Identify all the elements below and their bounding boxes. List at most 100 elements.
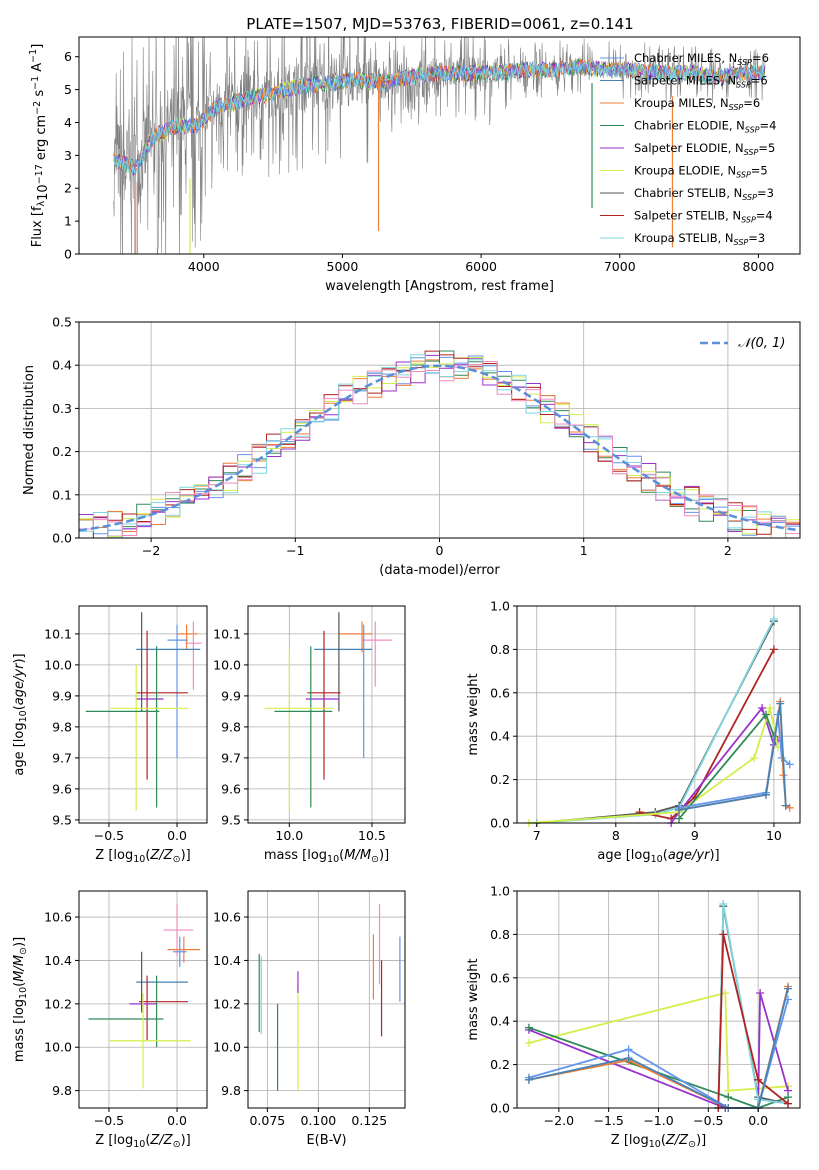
weight-marker (750, 753, 759, 762)
weight-marker (785, 760, 794, 769)
normal-curve (79, 364, 800, 532)
x-tick-label: −2 (142, 543, 160, 558)
y-tick-label: 0.8 (490, 642, 510, 657)
weight-marker (769, 645, 778, 654)
y-tick-label: 10.0 (213, 657, 241, 672)
weight-marker (719, 900, 728, 909)
x-tick-label: 10.5 (358, 828, 386, 843)
x-axis-label: Z [log10(Z/Z⊙)] (95, 1133, 190, 1150)
weight-marker (754, 1075, 763, 1084)
x-axis-label: mass [log10(M/M⊙)] (264, 848, 389, 865)
weight-line (717, 934, 789, 1109)
weight-marker (675, 814, 684, 823)
mass-vs-Z-panel: −0.5 0.0 9.8 10.0 10.2 10.4 10.6 Z [log10(Z/Z⊙)… (12, 890, 208, 1150)
y-axis-label: Flux [fλ10−17 erg cm−2 s−1 A−1] (28, 44, 51, 248)
weight-marker (762, 790, 771, 799)
legend-entry: Chabrier ELODIE, NSSP=4 (634, 119, 776, 135)
spectrum-legend: Chabrier MILES, NSSP=6 Salpeter MILES, NS… (600, 51, 776, 247)
weight-marker (624, 1045, 633, 1054)
y-tick-label: 0.1 (52, 487, 72, 502)
weight-marker (675, 805, 684, 814)
x-tick-label: 8 (612, 828, 620, 843)
y-tick-label: 10.4 (44, 953, 72, 968)
y-tick-label: 5 (64, 82, 72, 97)
y-tick-label: 9.8 (221, 719, 241, 734)
y-tick-label: 10.0 (44, 1040, 72, 1055)
weight-marker (762, 710, 771, 719)
weight-line (678, 703, 787, 811)
age-vs-Z-panel: −0.5 0.0 9.5 9.6 9.7 9.8 9.9 10.0 10.1 Z [log10(Z… (12, 605, 208, 865)
x-tick-label: 0 (436, 543, 444, 558)
mass-vs-EBV-panel: 0.075 0.100 0.125 9.8 10.0 10.2 10.4 10.6 E(B-V) (213, 890, 406, 1148)
x-tick-label: 0.100 (300, 1113, 336, 1128)
y-axis-label: mass weight (466, 958, 481, 1040)
x-tick-label: 1 (580, 543, 588, 558)
y-tick-label: 0.2 (490, 1057, 510, 1072)
y-axis-label: mass [log10(M/M⊙)] (12, 937, 29, 1062)
legend-entry: Chabrier MILES, NSSP=6 (634, 51, 769, 67)
y-tick-label: 9.5 (52, 812, 72, 827)
y-tick-label: 0.2 (52, 444, 72, 459)
x-tick-label: 7000 (604, 259, 636, 274)
y-tick-label: 0.0 (490, 1101, 510, 1116)
x-axis-label: Z [log10(Z/Z⊙)] (95, 848, 190, 865)
weight-marker (784, 984, 793, 993)
axes-frame (247, 890, 406, 1109)
y-tick-label: 10.2 (213, 996, 241, 1011)
model-spectrum (113, 59, 766, 175)
y-tick-label: 0.4 (490, 729, 510, 744)
y-tick-label: 1 (64, 214, 72, 229)
x-axis-label: (data-model)/error (379, 563, 500, 578)
x-tick-label: 0.075 (249, 1113, 285, 1128)
x-tick-label: 2 (724, 543, 732, 558)
y-tick-label: 0.0 (490, 816, 510, 831)
y-tick-label: 0.3 (52, 401, 72, 416)
x-tick-label: 5000 (327, 259, 359, 274)
legend-entry: Salpeter ELODIE, NSSP=5 (634, 141, 775, 157)
x-tick-label: 0.0 (167, 1113, 187, 1128)
x-axis-label: wavelength [Angstrom, rest frame] (325, 279, 554, 294)
y-tick-label: 0.5 (52, 315, 72, 330)
y-tick-label: 10.6 (44, 910, 72, 925)
y-tick-label: 1.0 (490, 599, 510, 614)
y-tick-label: 9.9 (221, 688, 241, 703)
spectrum-lines (113, 37, 766, 254)
y-tick-label: 1.0 (490, 884, 510, 899)
histograms (79, 350, 800, 538)
weight-marker (524, 1075, 533, 1084)
figure-title: PLATE=1507, MJD=53763, FIBERID=0061, z=0… (246, 15, 633, 33)
y-axis-label: age [log10(age/yr)] (12, 653, 29, 775)
x-tick-label: −0.5 (94, 1113, 124, 1128)
y-tick-label: 3 (64, 148, 72, 163)
x-tick-label: 8000 (742, 259, 774, 274)
weight-marker (769, 615, 778, 624)
weight-marker (765, 703, 774, 712)
weight-marker (524, 1023, 533, 1032)
y-tick-label: 0.2 (490, 772, 510, 787)
y-tick-label: 6 (64, 49, 72, 64)
weight-line (536, 620, 775, 824)
histogram-series (79, 361, 800, 538)
legend-entry: Chabrier STELIB, NSSP=3 (634, 186, 774, 202)
y-tick-label: 10.2 (44, 996, 72, 1011)
x-tick-label: −2.0 (544, 1113, 574, 1128)
spectrum-panel: 4000 5000 6000 7000 8000 0 1 2 3 4 5 6 wavelength [A… (28, 36, 801, 294)
x-tick-label: 0.125 (351, 1113, 387, 1128)
y-tick-label: 9.7 (52, 750, 72, 765)
x-tick-label: −0.5 (94, 828, 124, 843)
x-tick-label: 0.0 (748, 1113, 768, 1128)
y-tick-label: 0.4 (490, 1014, 510, 1029)
x-tick-label: 4000 (188, 259, 220, 274)
y-tick-label: 0.4 (52, 358, 72, 373)
x-tick-label: 6000 (465, 259, 497, 274)
weight-marker (719, 930, 728, 939)
legend-entry: Salpeter STELIB, NSSP=4 (634, 209, 773, 225)
y-tick-label: 10.0 (44, 657, 72, 672)
weight-marker (781, 801, 790, 810)
y-tick-label: 10.4 (213, 953, 241, 968)
weight-vs-age-panel: 7 8 9 10 0.0 0.2 0.4 0.6 0.8 1.0 age [log10(age/yr… (466, 599, 801, 865)
weight-marker (758, 703, 767, 712)
axes-frame (516, 605, 801, 824)
model-spectrum (113, 60, 766, 174)
